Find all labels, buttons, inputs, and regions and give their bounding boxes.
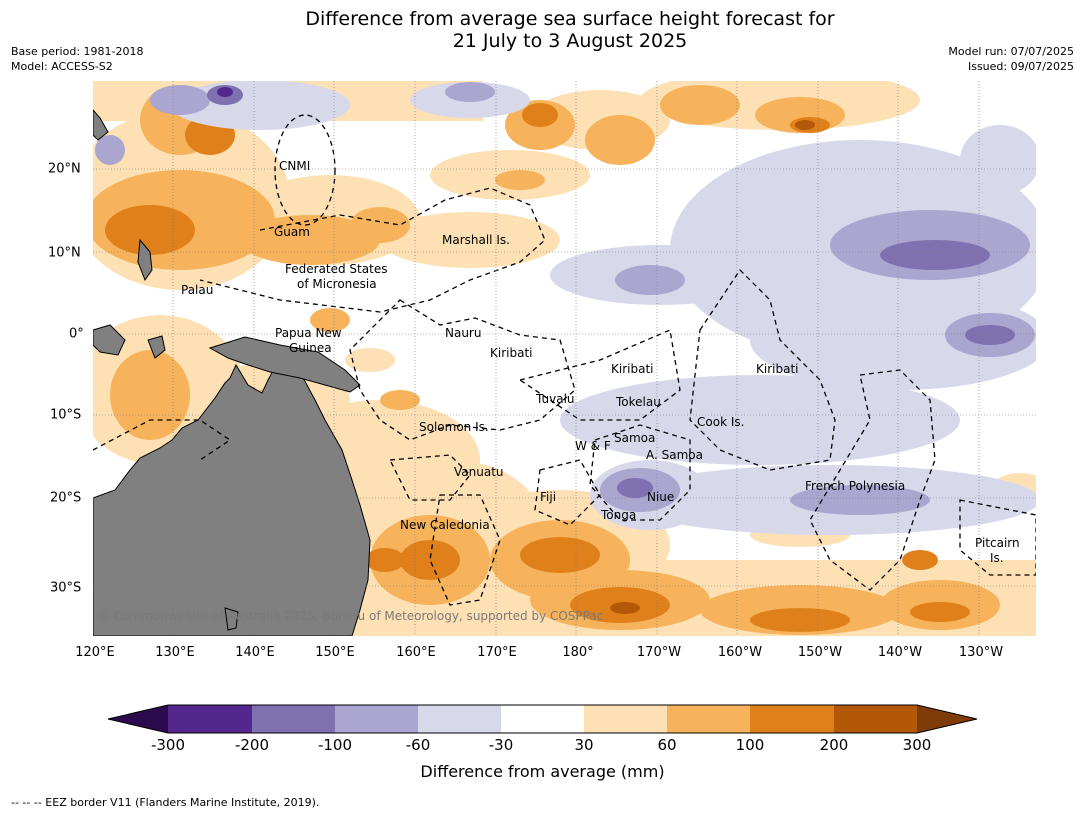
colorbar-segment: [667, 705, 750, 733]
place-label: Nauru: [445, 326, 482, 340]
colorbar-label: 30: [574, 736, 594, 754]
place-label: Papua New: [275, 326, 342, 340]
colorbar-segment: [335, 705, 418, 733]
model-run: Model run: 07/07/2025: [948, 45, 1074, 58]
place-label: W & F: [575, 439, 611, 453]
lon-label: 120°E: [75, 645, 115, 660]
chart-title: Difference from average sea surface heig…: [305, 8, 835, 52]
colorbar-segment: [501, 705, 584, 733]
lon-label: 140°E: [235, 645, 275, 660]
colorbar-segment: [584, 705, 667, 733]
place-label: Vanuatu: [454, 465, 504, 479]
colorbar-segment: [834, 705, 917, 733]
land: [93, 109, 371, 636]
place-label: Is.: [990, 551, 1004, 565]
lon-label: 150°W: [797, 645, 843, 660]
eez-legend-note: -- -- -- EEZ border V11 (Flanders Marine…: [11, 796, 320, 809]
base-period: Base period: 1981-2018: [11, 45, 144, 58]
lon-label: 170°W: [636, 645, 682, 660]
colorbar-label: 300: [902, 736, 932, 754]
place-label: Palau: [181, 283, 214, 297]
lat-label: 0°: [69, 326, 84, 342]
sulawesi: [147, 335, 166, 359]
colorbar-label: 60: [657, 736, 677, 754]
borneo: [93, 324, 126, 356]
lon-label: 180°: [562, 645, 594, 660]
place-label: Kiribati: [756, 362, 799, 376]
place-label: Solomon Is.: [419, 420, 489, 434]
anomaly-neg200-neg300: [217, 87, 233, 97]
lon-label: 160°E: [396, 645, 436, 660]
lat-label: 30°S: [50, 580, 82, 596]
lat-label: 10°N: [48, 245, 81, 261]
lon-label: 160°W: [717, 645, 763, 660]
place-label: Samoa: [614, 431, 656, 445]
colorbar-title: Difference from average (mm): [420, 762, 665, 781]
colorbar-label: -100: [317, 736, 353, 754]
lon-label: 170°E: [477, 645, 517, 660]
lon-label: 150°E: [315, 645, 355, 660]
model-name: Model: ACCESS-S2: [11, 60, 113, 73]
lon-label: 140°W: [877, 645, 923, 660]
colorbar-segment: [168, 705, 252, 733]
place-label: Niue: [647, 490, 675, 504]
place-label: of Micronesia: [297, 277, 377, 291]
colorbar-label: 200: [819, 736, 849, 754]
colorbar-extend-low: [108, 705, 168, 733]
place-label: Kiribati: [611, 362, 654, 376]
tasmania: [224, 607, 239, 631]
place-label: Kiribati: [490, 346, 533, 360]
place-label: New Caledonia: [400, 518, 490, 532]
map-panel: [93, 81, 1036, 636]
lon-label: 130°E: [155, 645, 195, 660]
place-label: Pitcairn: [975, 536, 1020, 550]
colorbar-label: -300: [150, 736, 186, 754]
place-label: Cook Is.: [697, 415, 745, 429]
anomaly-neg100-neg200: [207, 85, 1015, 498]
colorbar: [107, 704, 978, 734]
colorbar-label: -200: [234, 736, 270, 754]
colorbar-label: -30: [488, 736, 514, 754]
place-label: Marshall Is.: [442, 233, 510, 247]
colorbar-outline: [107, 704, 978, 734]
colorbar-label: -60: [405, 736, 431, 754]
new-guinea: [208, 336, 361, 393]
eez-borders: [93, 114, 1036, 606]
colorbar-segment: [252, 705, 335, 733]
place-label: Fiji: [540, 490, 557, 504]
colorbar-segment: [418, 705, 501, 733]
place-label: Tonga: [601, 508, 637, 522]
place-label: CNMI: [279, 159, 311, 173]
asia-coast: [93, 109, 109, 141]
place-label: Tokelau: [616, 395, 661, 409]
place-label: Federated States: [285, 262, 388, 276]
copyright-notice: © Commonwealth of Australia 2025, Bureau…: [98, 609, 604, 623]
anomaly-200-300: [610, 120, 815, 614]
issued-date: Issued: 09/07/2025: [967, 60, 1074, 73]
place-label: Tuvalu: [536, 392, 575, 406]
meta-right: Model run: 07/07/2025 Issued: 09/07/2025: [948, 44, 1074, 74]
place-label: French Polynesia: [805, 479, 906, 493]
colorbar-extend-high: [917, 705, 977, 733]
gridlines: [93, 81, 1036, 636]
lon-label: 130°W: [958, 645, 1004, 660]
lat-label: 10°S: [50, 407, 82, 423]
place-label: Guinea: [289, 341, 332, 355]
colorbar-segment: [750, 705, 834, 733]
colorbar-label: 100: [735, 736, 765, 754]
place-label: Guam: [274, 225, 310, 239]
australia: [93, 357, 371, 636]
meta-left: Base period: 1981-2018 Model: ACCESS-S2: [11, 44, 143, 74]
lat-label: 20°S: [50, 490, 82, 506]
philippines: [137, 238, 153, 282]
lat-label: 20°N: [48, 161, 81, 177]
place-label: A. Samoa: [646, 448, 703, 462]
